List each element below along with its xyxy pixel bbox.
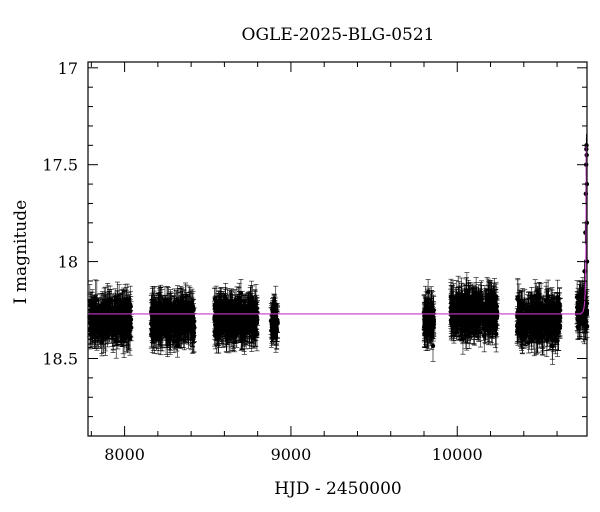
data-point: [234, 309, 240, 314]
data-point: [246, 305, 251, 311]
data-point: [113, 317, 119, 323]
data-point: [236, 318, 242, 324]
data-point: [254, 317, 259, 323]
data-point: [96, 321, 102, 326]
data-point: [186, 302, 192, 307]
data-point: [247, 315, 252, 321]
data-point: [116, 324, 122, 329]
data-point: [156, 321, 161, 326]
data-point: [106, 302, 111, 308]
data-point: [175, 322, 181, 327]
data-point: [234, 322, 239, 328]
season-block-3: [268, 285, 281, 353]
y-axis-label: I magnitude: [11, 200, 31, 304]
season-block-1: [148, 282, 197, 358]
data-point: [184, 322, 190, 327]
data-point: [114, 338, 119, 344]
data-point: [172, 327, 178, 333]
data-point: [149, 313, 155, 318]
data-point: [168, 333, 173, 339]
data-point: [158, 332, 164, 338]
data-point: [166, 316, 172, 322]
data-points-layer: [87, 133, 590, 365]
data-point: [227, 319, 233, 325]
data-point: [105, 333, 110, 338]
data-point: [188, 325, 193, 330]
data-point: [119, 334, 125, 339]
data-point: [123, 330, 128, 335]
data-point: [92, 317, 98, 322]
data-point: [110, 329, 115, 334]
data-point: [106, 318, 111, 323]
data-point: [157, 300, 162, 305]
data-point: [151, 304, 157, 309]
data-point: [218, 321, 223, 327]
data-point: [101, 316, 107, 321]
data-point: [216, 318, 221, 323]
x-axis-label: HJD - 2450000: [274, 479, 402, 499]
data-point: [231, 312, 236, 317]
data-point: [173, 332, 178, 338]
data-point: [126, 314, 132, 319]
data-point: [212, 329, 217, 334]
data-point: [170, 324, 175, 329]
data-point: [223, 326, 229, 332]
data-point: [156, 328, 161, 333]
data-point: [128, 304, 133, 309]
data-point: [191, 330, 197, 336]
data-point: [125, 307, 130, 313]
data-point: [127, 328, 132, 333]
data-point: [116, 298, 122, 304]
data-point: [189, 314, 195, 319]
season-block-2: [212, 279, 260, 355]
data-point: [236, 302, 241, 307]
data-point: [87, 320, 93, 325]
data-point: [152, 325, 158, 330]
data-point: [119, 314, 124, 319]
data-point: [117, 319, 122, 324]
chart-title: OGLE-2025-BLG-0521: [242, 25, 435, 45]
data-point: [162, 317, 167, 322]
data-point: [88, 332, 93, 337]
data-point: [250, 319, 256, 324]
data-point: [185, 311, 190, 316]
data-point: [243, 324, 248, 330]
season-block-0: [87, 279, 134, 359]
